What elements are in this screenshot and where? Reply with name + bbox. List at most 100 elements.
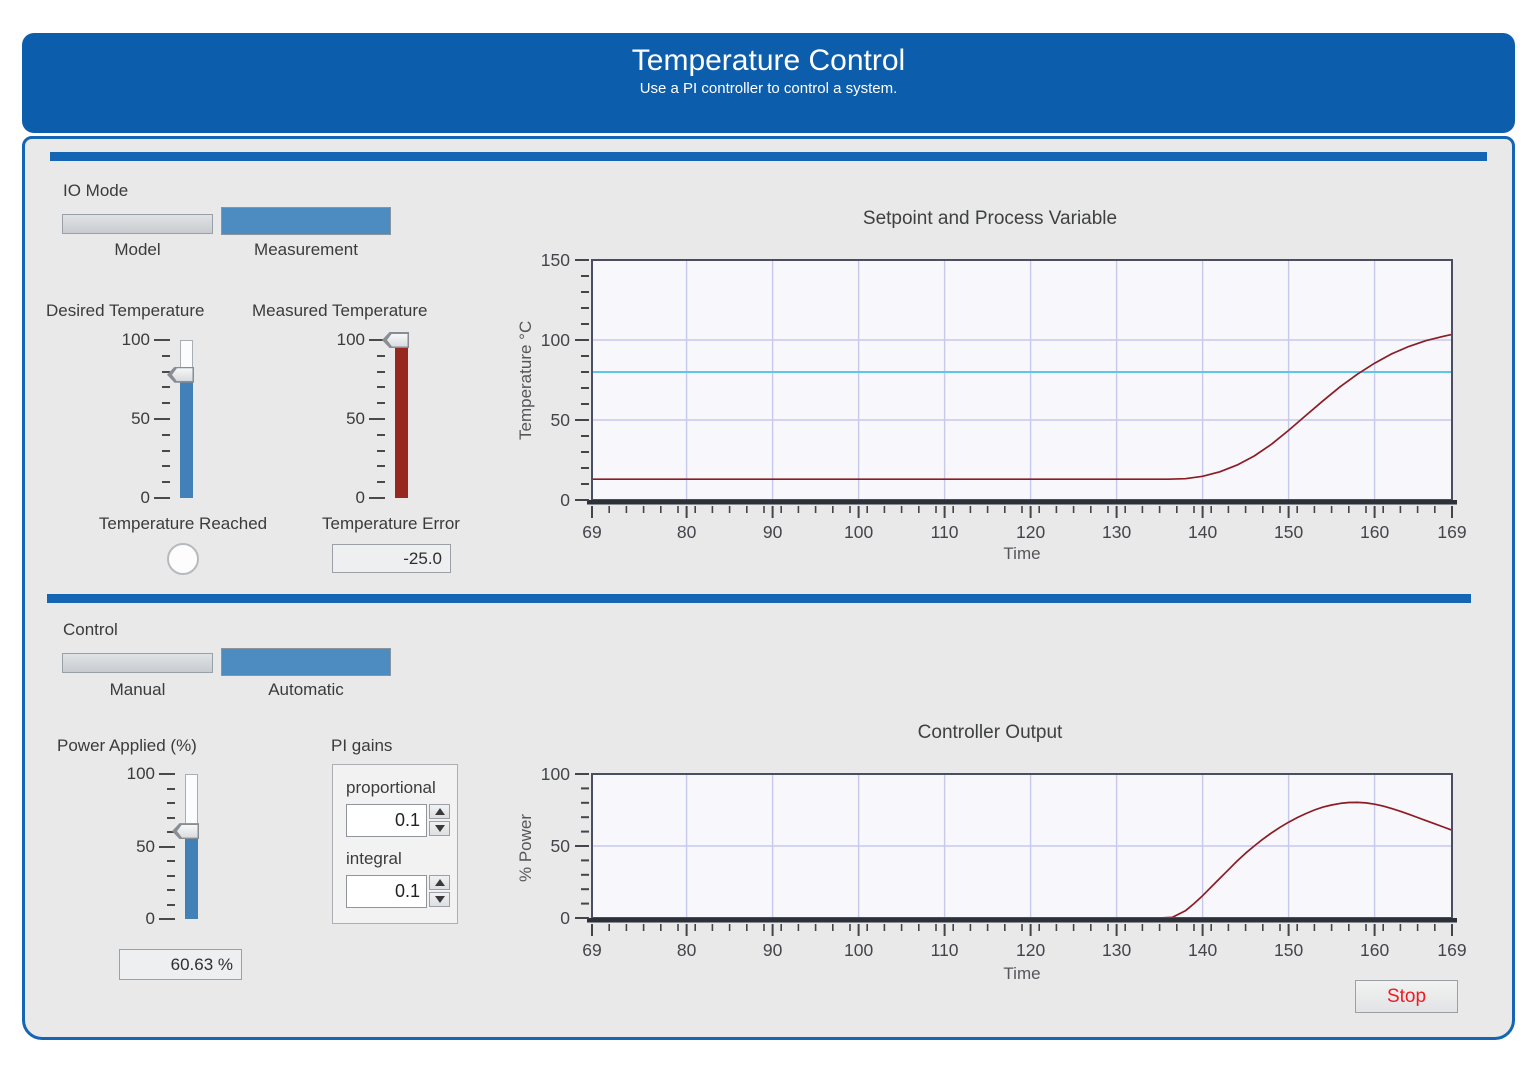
svg-text:140: 140	[1188, 940, 1217, 960]
svg-text:100: 100	[844, 522, 873, 542]
svg-text:150: 150	[541, 250, 570, 270]
control-automatic-caption: Automatic	[268, 680, 344, 699]
output-chart-title: Controller Output	[917, 722, 1063, 743]
section-divider-top	[50, 152, 1487, 161]
desired-temperature-slider[interactable]: 0 50 100	[110, 330, 195, 507]
svg-text:69: 69	[582, 522, 601, 542]
svg-text:0: 0	[560, 908, 570, 928]
integral-decrement-button[interactable]	[429, 892, 450, 907]
slider-tick	[369, 339, 385, 341]
control-label: Control	[63, 620, 118, 639]
svg-text:100: 100	[541, 330, 570, 350]
temperature-reached-label: Temperature Reached	[98, 514, 268, 533]
svg-text:120: 120	[1016, 940, 1045, 960]
page-subtitle: Use a PI controller to control a system.	[639, 80, 898, 97]
slider-thumb[interactable]	[382, 332, 409, 348]
output-chart: 0 50 100 69 80 90 100 110 120 130 140 150 160 169	[505, 764, 1485, 976]
svg-text:150: 150	[1274, 522, 1303, 542]
slider-tick	[377, 433, 385, 436]
integral-input[interactable]	[346, 875, 427, 908]
svg-text:110: 110	[931, 522, 959, 542]
io-mode-measurement-button[interactable]	[221, 207, 391, 235]
svg-text:110: 110	[931, 940, 959, 960]
slider-tick	[377, 386, 385, 389]
slider-tick	[162, 449, 170, 452]
desired-temperature-label: Desired Temperature	[46, 301, 205, 320]
svg-text:90: 90	[763, 940, 783, 960]
slider-tick	[369, 418, 385, 420]
svg-text:50: 50	[551, 836, 571, 856]
proportional-label: proportional	[346, 778, 436, 797]
slider-tick	[377, 449, 385, 452]
proportional-input[interactable]	[346, 804, 427, 837]
temperature-error-label: Temperature Error	[322, 514, 460, 533]
control-automatic-button[interactable]	[221, 648, 391, 676]
pi-gains-panel: proportional integral	[332, 764, 458, 924]
slider-tick	[162, 370, 170, 373]
slider-tick	[369, 497, 385, 499]
svg-text:140: 140	[1188, 522, 1217, 542]
slider-scale-label: 100	[121, 330, 150, 349]
slider-tick	[159, 845, 175, 848]
io-mode-model-caption: Model	[114, 240, 161, 259]
slider-thumb-face	[177, 824, 198, 838]
power-applied-label: Power Applied (%)	[57, 736, 197, 755]
slider-tick	[154, 339, 170, 341]
slider-scale-label: 50	[131, 409, 150, 428]
setpoint-chart: 0 50 100 150 69 80 90 100 110 120 130 140 150 160 169	[505, 250, 1485, 550]
slider-tick	[167, 860, 175, 862]
slider-tick	[162, 402, 170, 405]
svg-text:130: 130	[1102, 940, 1131, 960]
slider-tick	[167, 874, 175, 877]
slider-scale-label: 0	[145, 909, 155, 928]
slider-scale-label: 0	[140, 488, 150, 507]
slider-tick	[159, 918, 175, 920]
slider-scale-label: 0	[355, 488, 365, 507]
io-mode-model-button[interactable]	[62, 214, 213, 234]
svg-text:80: 80	[677, 522, 697, 542]
proportional-increment-button[interactable]	[429, 804, 450, 819]
header-banner: Temperature Control Use a PI controller …	[22, 33, 1515, 133]
svg-text:50: 50	[551, 410, 571, 430]
svg-text:120: 120	[1016, 522, 1045, 542]
slider-scale-label: 50	[346, 409, 365, 428]
stop-button[interactable]: Stop	[1355, 980, 1458, 1013]
integral-increment-button[interactable]	[429, 875, 450, 890]
setpoint-chart-xlabel: Time	[1003, 544, 1041, 563]
slider-tick	[377, 370, 385, 373]
svg-text:130: 130	[1102, 522, 1131, 542]
svg-text:90: 90	[763, 522, 783, 542]
page-title: Temperature Control	[631, 44, 906, 77]
down-arrow-icon	[434, 896, 445, 903]
svg-text:100: 100	[541, 764, 570, 784]
slider-tick	[167, 903, 175, 906]
slider-tick	[167, 787, 175, 790]
control-manual-button[interactable]	[62, 653, 213, 673]
measured-temperature-label: Measured Temperature	[252, 301, 428, 320]
power-applied-value: 60.63 %	[119, 949, 242, 980]
slider-thumb[interactable]	[172, 823, 199, 840]
svg-text:169: 169	[1437, 522, 1466, 542]
slider-tick	[162, 433, 170, 436]
power-applied-slider[interactable]: 0 50 100	[115, 764, 200, 928]
svg-text:80: 80	[677, 940, 697, 960]
slider-fill	[180, 374, 193, 498]
io-mode-label: IO Mode	[63, 181, 129, 200]
control-manual-caption: Manual	[109, 680, 166, 699]
slider-tick	[162, 354, 170, 357]
slider-tick	[167, 816, 175, 819]
slider-thumb[interactable]	[167, 366, 194, 383]
down-arrow-icon	[434, 825, 445, 832]
slider-tick	[377, 402, 385, 405]
temperature-error-value: -25.0	[332, 544, 451, 573]
io-mode-measurement-caption: Measurement	[254, 240, 358, 259]
svg-text:160: 160	[1360, 940, 1389, 960]
slider-thumb-face	[172, 368, 193, 382]
slider-tick	[167, 802, 175, 804]
measured-temperature-slider[interactable]: 0 50 100	[325, 330, 410, 507]
slider-tick	[377, 481, 385, 484]
slider-tick	[377, 465, 385, 468]
proportional-decrement-button[interactable]	[429, 821, 450, 836]
integral-label: integral	[346, 849, 402, 868]
